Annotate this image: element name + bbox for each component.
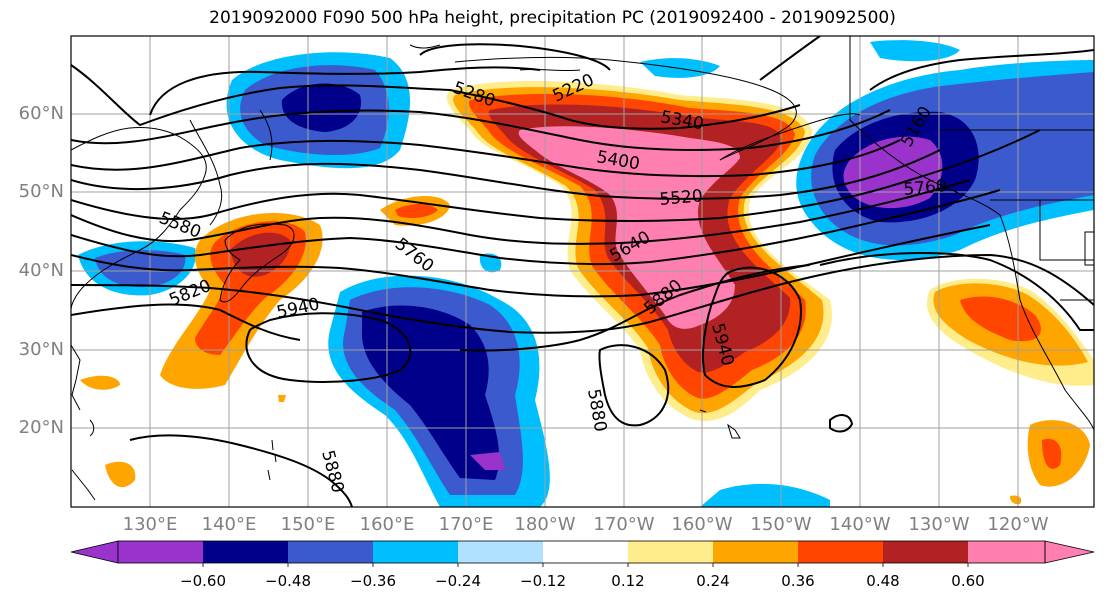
colorbar-segment [203, 541, 288, 563]
contour-label: 5880 [583, 387, 610, 433]
colorbar-extend-max [1044, 540, 1095, 564]
map-title: 2019092000 F090 500 hPa height, precipit… [209, 8, 896, 28]
lat-label: 40°N [18, 260, 64, 281]
lon-label: 150°E [280, 514, 336, 535]
lon-label: 130°W [908, 514, 970, 535]
lon-label: 150°W [750, 514, 812, 535]
colorbar-tick-label: −0.36 [350, 572, 396, 590]
lon-label: 170°W [593, 514, 655, 535]
contour-label: 5580 [156, 208, 204, 243]
positive-anomaly-northwest-pacific [380, 195, 450, 226]
lon-label: 160°E [359, 514, 415, 535]
colorbar-tick-label: 0.48 [866, 572, 900, 590]
negative-anomaly-central-pacific [328, 275, 550, 507]
colorbar-segment [288, 541, 373, 563]
colorbar-tick-label: −0.24 [435, 572, 481, 590]
colorbar-tick-label: −0.48 [265, 572, 311, 590]
colorbar [70, 540, 1095, 567]
contour-label: 5880 [317, 448, 348, 495]
colorbar-extend-min [70, 540, 119, 564]
lon-label: 170°E [438, 514, 494, 535]
lon-label: 120°W [987, 514, 1049, 535]
lon-label: 140°W [829, 514, 891, 535]
height-contours [71, 36, 1094, 507]
colorbar-segment [798, 541, 883, 563]
lon-label: 160°W [671, 514, 733, 535]
lat-label: 60°N [18, 103, 64, 124]
colorbar-segment [628, 541, 713, 563]
colorbar-tick-label: 0.60 [951, 572, 985, 590]
colorbar-outline [117, 540, 1046, 564]
contour-label: 5760 [903, 176, 948, 200]
lon-label: 130°E [122, 514, 178, 535]
colorbar-segment [118, 541, 203, 563]
positive-anomaly-central-north-pacific [446, 80, 832, 421]
colorbar-segment [883, 541, 968, 563]
colorbar-segment [713, 541, 798, 563]
positive-anomaly-us-west-coast [926, 278, 1094, 386]
colorbar-tick-label: 0.24 [696, 572, 730, 590]
positive-anomaly-mexico [1027, 420, 1090, 487]
positive-anomaly-japan [160, 213, 323, 389]
contour-label: 5760 [391, 234, 437, 276]
colorbar-segment [458, 541, 543, 563]
precipitation-fill [78, 40, 1094, 507]
gridlines [71, 36, 1094, 507]
colorbar-tick-label: −0.60 [180, 572, 226, 590]
lat-label: 30°N [18, 339, 64, 360]
colorbar-segment [543, 541, 628, 563]
colorbar-segment [968, 541, 1045, 563]
colorbar-tick-label: −0.12 [520, 572, 566, 590]
contour-label: 5520 [659, 186, 704, 210]
lon-label: 180°W [514, 514, 576, 535]
negative-anomaly-northeast-pacific [796, 60, 1094, 260]
colorbar-tick-label: 0.12 [611, 572, 645, 590]
colorbar-segment [373, 541, 458, 563]
lat-label: 20°N [18, 417, 64, 438]
lat-label: 50°N [18, 181, 64, 202]
map-frame [70, 35, 1095, 508]
colorbar-tick-label: 0.36 [781, 572, 815, 590]
lon-label: 140°E [201, 514, 257, 535]
